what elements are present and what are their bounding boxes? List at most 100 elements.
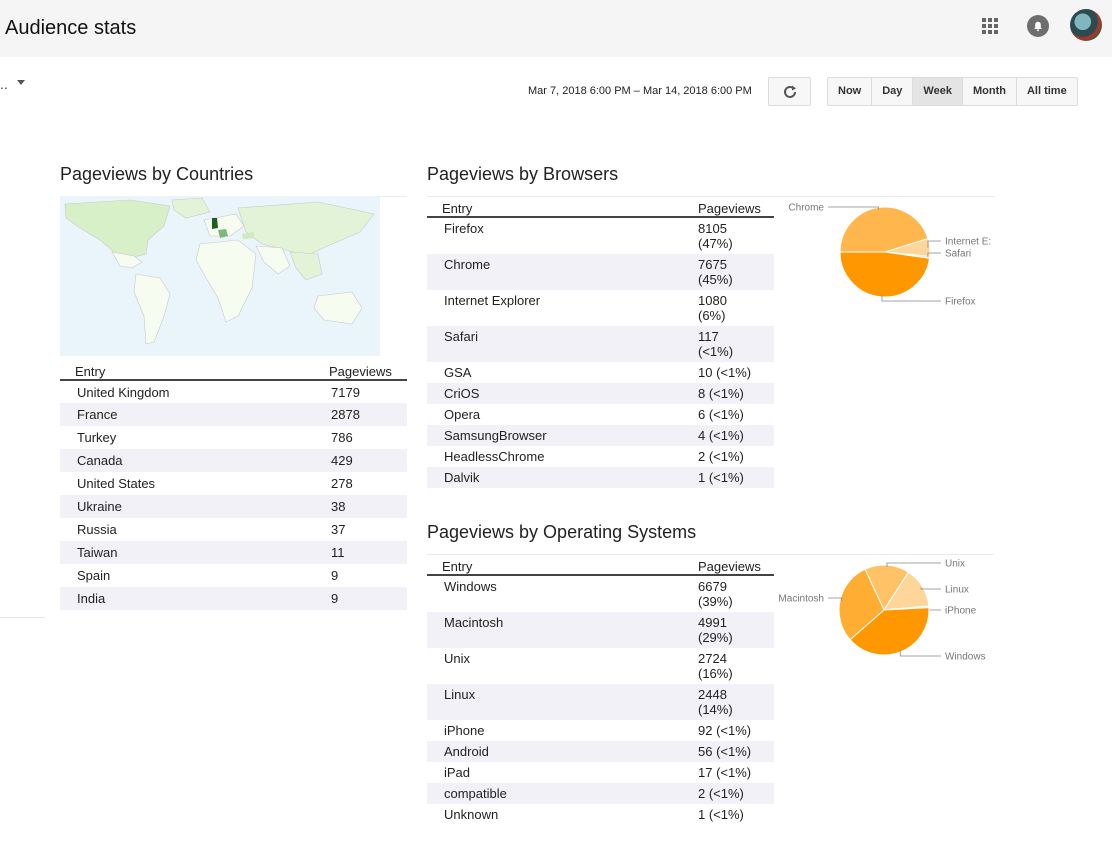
table-row[interactable]: Android 56 (<1%) [427, 741, 774, 762]
table-row[interactable]: Safari 117 (<1%) [427, 326, 774, 362]
pageviews-percent: (16%) [698, 666, 733, 681]
app-bar: Audience stats [0, 0, 1112, 57]
table-row[interactable]: Chrome 7675 (45%) [427, 254, 774, 290]
notifications-icon[interactable] [1026, 14, 1050, 38]
row-pageviews: 2724 (16%) [698, 648, 774, 684]
row-pageviews: 278 [314, 472, 407, 495]
browsers-pie-chart[interactable]: Chrome Internet E:Safari Firefox [780, 200, 1000, 310]
avatar[interactable] [1070, 9, 1102, 41]
row-pageviews: 1 (<1%) [698, 467, 774, 488]
table-row[interactable]: Opera 6 (<1%) [427, 404, 774, 425]
table-row[interactable]: Internet Explorer 1080 (6%) [427, 290, 774, 326]
table-row[interactable]: Dalvik 1 (<1%) [427, 467, 774, 488]
row-pageviews: 6 (<1%) [698, 404, 774, 425]
pageviews-count: 2878 [331, 407, 360, 422]
row-entry: United States [77, 476, 156, 491]
row-entry: HeadlessChrome [444, 449, 545, 464]
range-button-now[interactable]: Now [828, 78, 873, 105]
table-row[interactable]: iPhone 92 (<1%) [427, 720, 774, 741]
row-entry: Android [427, 741, 698, 762]
apps-grid-icon[interactable] [980, 16, 1000, 36]
column-header-entry[interactable]: Entry [60, 360, 314, 381]
table-row[interactable]: iPad 17 (<1%) [427, 762, 774, 783]
column-header-entry[interactable]: Entry [427, 555, 698, 576]
row-pageviews: 2878 [314, 403, 407, 426]
table-row[interactable]: France 2878 [60, 403, 407, 426]
pie-slice-firefox[interactable] [839, 251, 931, 298]
left-divider [0, 617, 45, 618]
table-row[interactable]: SamsungBrowser 4 (<1%) [427, 425, 774, 446]
pageviews-count: 37 [331, 522, 346, 537]
row-entry: SamsungBrowser [427, 425, 698, 446]
range-button-day[interactable]: Day [872, 78, 914, 105]
row-pageviews: 56 (<1%) [698, 741, 774, 762]
pie-label: iPhone [945, 606, 977, 617]
pageviews-count: 9 [331, 591, 339, 606]
row-pageviews: 1 (<1%) [698, 804, 774, 825]
os-divider [427, 554, 994, 555]
table-row[interactable]: Taiwan 11 [60, 541, 407, 564]
table-row[interactable]: Firefox 8105 (47%) [427, 217, 774, 254]
world-map[interactable] [60, 196, 380, 356]
os-pie-chart[interactable]: Unix Linux iPhone Windows Macintosh [770, 556, 1010, 666]
table-row[interactable]: United States 278 [60, 472, 407, 495]
pageviews-percent: (39%) [698, 594, 733, 609]
pie-slice-windows[interactable] [849, 607, 930, 656]
row-entry: GSA [444, 365, 472, 380]
row-pageviews: 2 (<1%) [698, 783, 774, 804]
table-row[interactable]: Russia 37 [60, 518, 407, 541]
row-pageviews: 17 (<1%) [698, 762, 774, 783]
column-header-entry[interactable]: Entry [427, 197, 698, 218]
table-row[interactable]: Ukraine 38 [60, 495, 407, 518]
table-row[interactable]: Unknown 1 (<1%) [427, 804, 774, 825]
row-pageviews: 7179 [314, 380, 407, 403]
pageviews-count: 1 (<1%) [698, 807, 744, 822]
table-row[interactable]: United Kingdom 7179 [60, 380, 407, 403]
range-button-all-time[interactable]: All time [1026, 85, 1067, 97]
dropdown-label: .. [0, 76, 8, 92]
pageviews-count: 38 [331, 499, 346, 514]
row-entry: Chrome [427, 254, 698, 290]
row-entry: Russia [77, 522, 117, 537]
table-row[interactable]: compatible 2 (<1%) [427, 783, 774, 804]
row-entry: France [60, 403, 314, 426]
row-pageviews: 8 (<1%) [698, 383, 774, 404]
row-pageviews: 38 [314, 495, 407, 518]
property-dropdown[interactable]: .. [0, 76, 25, 92]
range-button-week[interactable]: Week [913, 78, 963, 105]
pie-slice-macintosh[interactable] [838, 568, 885, 641]
row-pageviews: 9 [314, 587, 407, 610]
pageviews-count: 10 (<1%) [698, 365, 752, 380]
pageviews-count: 17 (<1%) [698, 765, 752, 780]
column-header-pageviews[interactable]: Pageviews [698, 555, 774, 576]
table-row[interactable]: Spain 9 [60, 564, 407, 587]
table-row[interactable]: Macintosh 4991 (29%) [427, 612, 774, 648]
page-title: Audience stats [5, 17, 137, 39]
pageviews-count: 2 (<1%) [698, 786, 744, 801]
pageviews-count: 1 (<1%) [698, 470, 744, 485]
row-pageviews: 7675 (45%) [698, 254, 774, 290]
pageviews-count: 7179 [331, 385, 360, 400]
pageviews-count: 56 (<1%) [698, 744, 752, 759]
refresh-button[interactable] [768, 77, 811, 106]
table-row[interactable]: Canada 429 [60, 449, 407, 472]
pie-leader-line [828, 597, 843, 602]
table-row[interactable]: India 9 [60, 587, 407, 610]
table-row[interactable]: Unix 2724 (16%) [427, 648, 774, 684]
table-row[interactable]: CriOS 8 (<1%) [427, 383, 774, 404]
os-title: Pageviews by Operating Systems [427, 522, 697, 542]
column-header-pageviews[interactable]: Pageviews [698, 197, 774, 218]
pageviews-count: 7675 [698, 257, 727, 272]
table-row[interactable]: HeadlessChrome 2 (<1%) [427, 446, 774, 467]
pageviews-count: 2724 [698, 651, 727, 666]
row-pageviews: 37 [314, 518, 407, 541]
table-row[interactable]: Linux 2448 (14%) [427, 684, 774, 720]
table-row[interactable]: Turkey 786 [60, 426, 407, 449]
table-row[interactable]: GSA 10 (<1%) [427, 362, 774, 383]
column-header-pageviews[interactable]: Pageviews [314, 360, 407, 381]
row-pageviews: 1080 (6%) [698, 290, 774, 326]
range-button-month[interactable]: Month [963, 78, 1017, 105]
row-entry: compatible [427, 783, 698, 804]
pageviews-count: 278 [331, 476, 353, 491]
table-row[interactable]: Windows 6679 (39%) [427, 575, 774, 612]
